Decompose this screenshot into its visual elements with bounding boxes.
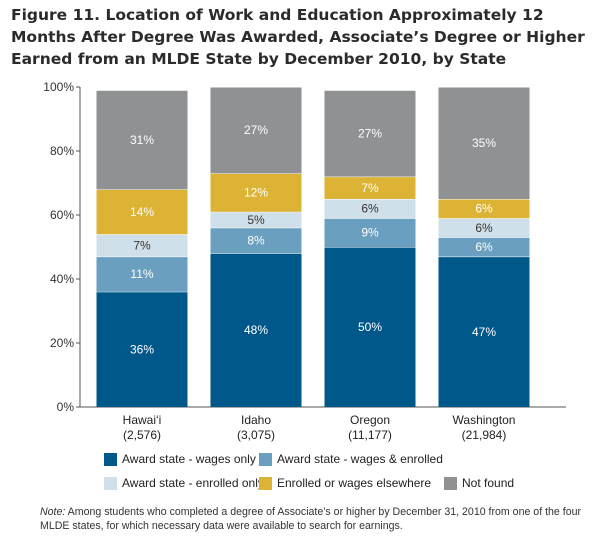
bar-segment <box>210 173 302 212</box>
bar-segment <box>96 189 188 235</box>
legend-swatch <box>444 476 457 490</box>
x-category-label: Washington <box>453 413 516 427</box>
legend-label: Enrolled or wages elsewhere <box>277 476 432 490</box>
bar-segment <box>210 227 302 254</box>
bar-segment <box>96 256 188 292</box>
y-tick-label: 0% <box>57 400 75 414</box>
legend-item: Not found <box>444 476 514 490</box>
data-label: 7% <box>361 181 379 195</box>
bar-segment <box>324 247 416 407</box>
x-category-sublabel: (21,984) <box>462 428 507 442</box>
data-label: 48% <box>244 323 268 337</box>
x-category-sublabel: (3,075) <box>237 428 275 442</box>
y-tick-label: 80% <box>50 144 74 158</box>
data-label: 12% <box>244 186 268 200</box>
bar-segment <box>324 199 416 219</box>
title-line-3: Earned from an MLDE State by December 20… <box>11 50 507 68</box>
bar-segment <box>438 237 530 257</box>
bar-segment <box>324 90 416 177</box>
data-label: 6% <box>475 221 493 235</box>
bar-segment <box>324 176 416 199</box>
data-label: 47% <box>472 325 496 339</box>
x-category-label: Idaho <box>241 413 271 427</box>
y-tick-label: 20% <box>50 336 74 350</box>
data-label: 50% <box>358 320 382 334</box>
data-label: 31% <box>130 133 154 147</box>
data-label: 5% <box>247 213 265 227</box>
legend-swatch <box>259 452 272 466</box>
legend-item: Award state - wages only <box>104 452 256 466</box>
data-label: 9% <box>361 226 379 240</box>
data-label: 11% <box>130 267 153 281</box>
bar-segment <box>438 87 530 199</box>
bar-segment <box>438 218 530 238</box>
legend-label: Award state - wages & enrolled <box>277 452 443 466</box>
chart-title: Figure 11. Location of Work and Educatio… <box>11 4 601 70</box>
legend-swatch <box>104 452 117 466</box>
x-category-label: Oregon <box>350 413 390 427</box>
bar-segment <box>324 218 416 247</box>
legend-label: Not found <box>462 476 515 490</box>
data-label: 7% <box>133 238 151 252</box>
legend-item: Enrolled or wages elsewhere <box>259 476 431 490</box>
x-category-label: Hawai‘i <box>123 413 162 427</box>
data-label: 6% <box>361 202 379 216</box>
data-label: 8% <box>247 234 265 248</box>
bar-segment <box>438 256 530 407</box>
title-line-1: Figure 11. Location of Work and Educatio… <box>11 6 544 24</box>
data-label: 6% <box>475 202 493 216</box>
legend-item: Award state - enrolled only <box>104 476 264 490</box>
legend-swatch <box>259 476 272 490</box>
bar-segment <box>96 234 188 257</box>
y-tick-label: 100% <box>43 80 74 94</box>
x-category-sublabel: (2,576) <box>123 428 161 442</box>
bar-segment <box>96 291 188 407</box>
bar-segment <box>96 90 188 190</box>
legend-label: Award state - wages only <box>122 452 256 466</box>
y-tick-label: 40% <box>50 272 74 286</box>
y-tick-label: 60% <box>50 208 74 222</box>
bar-segment <box>438 199 530 219</box>
note-label: Note: <box>40 506 66 518</box>
note-text: Among students who completed a degree of… <box>40 506 582 532</box>
x-category-sublabel: (11,177) <box>348 428 392 442</box>
data-label: 14% <box>130 205 154 219</box>
bar-segment <box>210 253 302 407</box>
legend-label: Award state - enrolled only <box>122 476 264 490</box>
data-label: 27% <box>244 123 268 137</box>
data-label: 36% <box>130 342 154 356</box>
legend-item: Award state - wages & enrolled <box>259 452 443 466</box>
data-label: 6% <box>475 240 493 254</box>
data-label: 35% <box>472 136 496 150</box>
bar-segment <box>210 87 302 174</box>
bar-segment <box>210 211 302 228</box>
title-line-2: Months After Degree Was Awarded, Associa… <box>11 28 585 46</box>
legend-swatch <box>104 476 117 490</box>
footnote: Note: Among students who completed a deg… <box>40 506 600 533</box>
data-label: 27% <box>358 126 382 140</box>
